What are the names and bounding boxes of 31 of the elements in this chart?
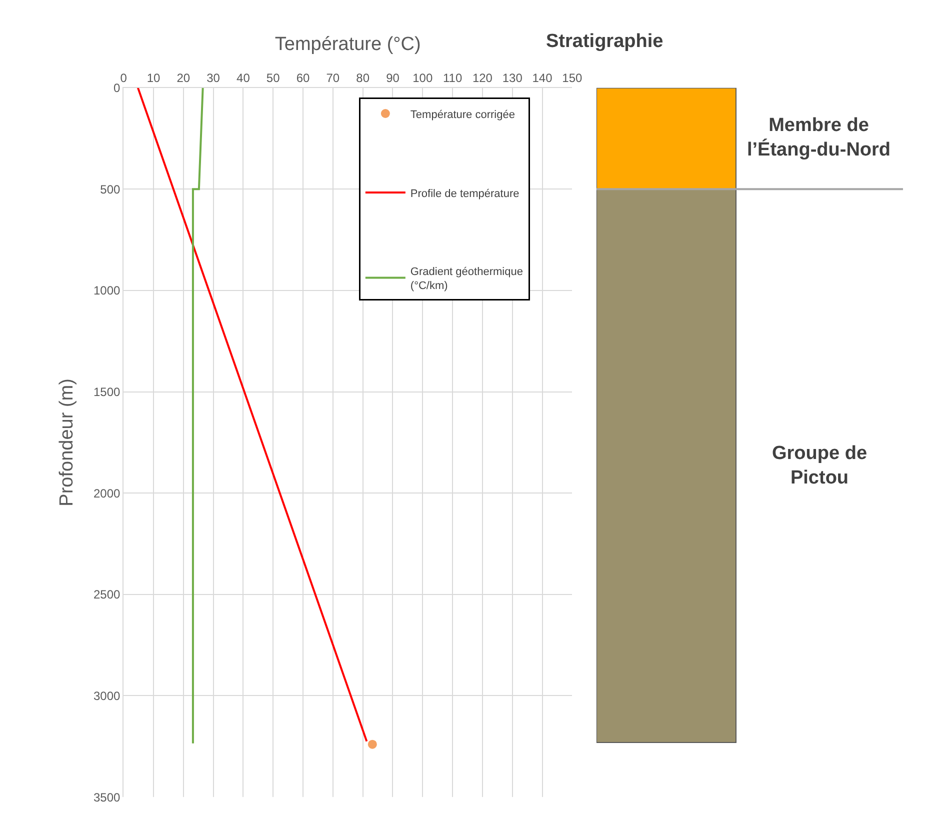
chart-title: Stratigraphie: [546, 31, 664, 52]
x-tick-label: 120: [472, 71, 493, 86]
x-tick-label: 90: [386, 71, 400, 86]
x-tick-label: 150: [562, 71, 583, 86]
y-tick-label: 3000: [93, 688, 120, 703]
series-label: Membre de l’Étang-du-Nord: [747, 115, 891, 161]
y-tick-label: 0: [113, 81, 120, 96]
x-tick-label: 30: [206, 71, 220, 86]
x-tick-label: 80: [356, 71, 370, 86]
y-tick-label: 1500: [93, 384, 120, 399]
x-tick-label: 40: [236, 71, 250, 86]
x-tick-label: 50: [266, 71, 280, 86]
y-tick-label: 2000: [93, 486, 120, 500]
legend-label: Température corrigée: [410, 108, 515, 121]
legend-label: Gradient géothermique (°C/km): [410, 266, 523, 292]
series-label: Groupe de Pictou: [772, 443, 868, 489]
x-axis-title: Température (°C): [274, 34, 421, 55]
legend-label: Profile de température: [410, 188, 520, 200]
x-tick-label: 110: [442, 71, 462, 86]
x-tick-label: 70: [326, 71, 340, 86]
x-tick-label: 100: [412, 71, 433, 86]
x-tick-label: 60: [296, 71, 310, 86]
x-tick-label: 10: [146, 71, 160, 86]
y-axis-title: Profondeur (m): [56, 378, 78, 506]
y-tick-label: 1000: [93, 284, 120, 298]
x-tick-label: 130: [502, 71, 523, 86]
x-tick-label: 140: [532, 71, 553, 86]
x-tick-label: 20: [176, 71, 190, 86]
y-tick-label: 500: [100, 182, 120, 196]
y-tick-label: 3500: [93, 790, 120, 804]
y-tick-label: 2500: [93, 588, 120, 602]
